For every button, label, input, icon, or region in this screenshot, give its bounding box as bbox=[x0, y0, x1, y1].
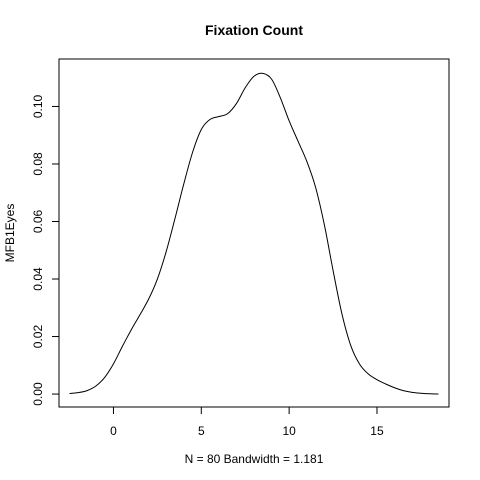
x-tick-label: 0 bbox=[110, 424, 117, 438]
y-tick-label: 0.10 bbox=[31, 94, 45, 118]
y-tick-label: 0.04 bbox=[31, 267, 45, 291]
density-curve bbox=[69, 72, 439, 395]
x-tick-label: 10 bbox=[282, 424, 296, 438]
x-tick-label: 15 bbox=[370, 424, 384, 438]
y-tick-label: 0.00 bbox=[31, 382, 45, 406]
x-axis-label: N = 80 Bandwidth = 1.181 bbox=[185, 452, 324, 466]
chart-title: Fixation Count bbox=[205, 22, 303, 38]
y-axis-label: MFB1Eyes bbox=[3, 204, 17, 263]
plot-frame bbox=[58, 58, 450, 408]
x-tick-label: 5 bbox=[198, 424, 205, 438]
y-tick-label: 0.06 bbox=[31, 209, 45, 233]
x-axis: 0 5 10 15 bbox=[110, 406, 384, 438]
y-tick-label: 0.08 bbox=[31, 152, 45, 176]
y-tick-label: 0.02 bbox=[31, 325, 45, 349]
y-axis: 0.00 0.02 0.04 0.06 0.08 0.10 bbox=[31, 94, 60, 406]
